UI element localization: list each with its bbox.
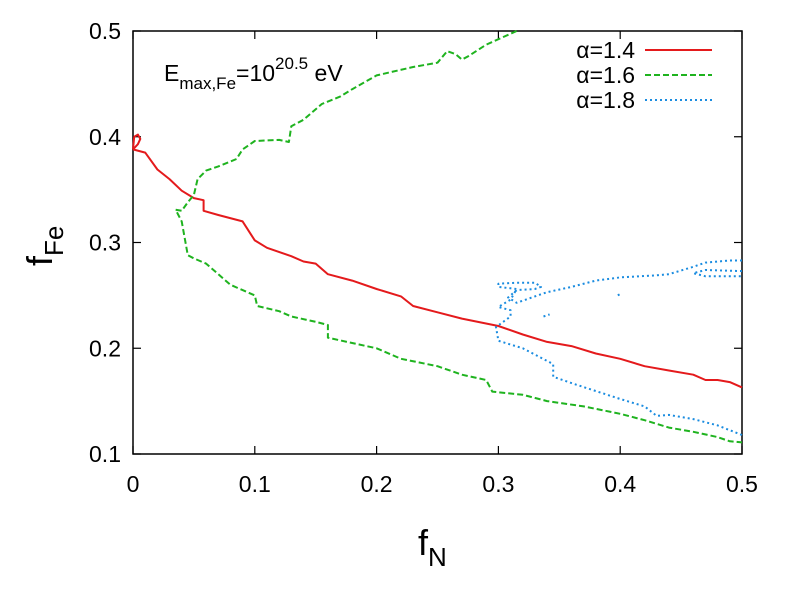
x-tick-label: 0.3: [482, 471, 514, 497]
series-line: [174, 30, 743, 444]
legend-label: α=1.6: [576, 62, 635, 88]
legend-label: α=1.4: [576, 37, 635, 63]
x-axis-label: fN: [418, 522, 447, 572]
annotation-emax: Emax,Fe=1020.5 eV: [164, 54, 343, 93]
series-line: [692, 269, 743, 278]
series-layer: [132, 30, 743, 444]
x-tick-label: 0.4: [604, 471, 636, 497]
y-tick-label: 0.3: [89, 230, 121, 256]
plot-frame: [132, 30, 743, 455]
y-tick-label: 0.4: [89, 124, 121, 150]
y-tick-label: 0.5: [89, 18, 121, 44]
x-tick-label: 0.5: [726, 471, 758, 497]
axis-ticks: 0 0.1 0.2 0.3 0.4 0.50.10.20.30.40.5: [89, 18, 758, 497]
y-tick-label: 0.1: [89, 441, 121, 467]
series-1: [132, 133, 743, 389]
series-line: [495, 259, 743, 436]
series-line: [617, 292, 622, 297]
y-axis-label: fFe: [19, 226, 69, 266]
legend-label: α=1.8: [576, 87, 635, 113]
series-2: [174, 30, 743, 444]
series-line: [543, 313, 550, 318]
x-tick-label: 0: [127, 471, 140, 497]
series-line: [132, 148, 743, 389]
x-tick-label: 0.1: [239, 471, 271, 497]
series-3: [495, 259, 743, 436]
x-tick-label: 0.2: [361, 471, 393, 497]
legend: α=1.4α=1.6α=1.8: [576, 37, 712, 113]
series-line: [132, 133, 142, 151]
y-tick-label: 0.2: [89, 335, 121, 361]
